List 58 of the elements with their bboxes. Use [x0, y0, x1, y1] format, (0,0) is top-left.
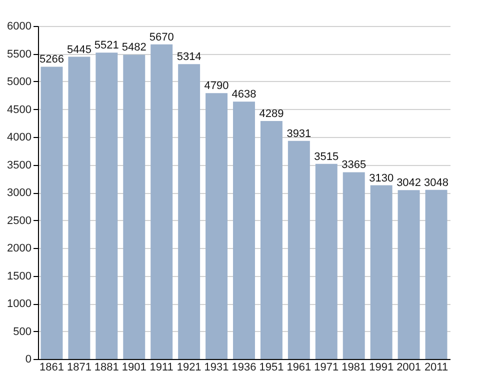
y-tick-label: 5000 — [7, 76, 32, 88]
bar — [123, 54, 146, 359]
data-label: 5670 — [149, 31, 174, 44]
y-tick-label: 2500 — [7, 214, 32, 227]
bar — [425, 190, 448, 359]
bar — [150, 44, 173, 359]
bar — [288, 140, 310, 359]
y-tick-label: 1500 — [7, 270, 32, 282]
y-tick-label: 4000 — [7, 132, 32, 144]
data-label: 3042 — [396, 177, 422, 190]
data-label: 3931 — [286, 128, 312, 140]
x-tick-label: 1991 — [369, 362, 394, 373]
data-label: 5266 — [39, 54, 64, 66]
data-label: 3048 — [424, 176, 449, 189]
data-label: 5482 — [122, 42, 146, 54]
data-label: 4638 — [232, 88, 256, 101]
x-tick-label: 1981 — [342, 362, 366, 373]
data-label: 3130 — [369, 172, 394, 184]
data-label: 3365 — [342, 159, 366, 172]
data-label: 3515 — [314, 150, 339, 163]
x-tick-label: 1951 — [259, 362, 284, 373]
x-tick-label: 1861 — [39, 362, 64, 373]
x-tick-label: 1971 — [314, 362, 339, 373]
data-label: 4289 — [259, 108, 284, 120]
bar — [40, 66, 63, 359]
x-tick-label: 1921 — [176, 362, 202, 373]
x-tick-label: 1901 — [122, 362, 146, 373]
bar — [178, 64, 200, 359]
bar — [260, 120, 282, 359]
y-tick-label: 4500 — [7, 104, 32, 116]
y-tick-label: 1000 — [7, 298, 32, 310]
y-tick-label: 5500 — [7, 48, 32, 60]
x-tick-label: 1961 — [286, 362, 312, 373]
data-label: 5445 — [66, 44, 92, 56]
bar — [342, 172, 365, 359]
data-label: 5521 — [94, 40, 119, 52]
bar — [206, 93, 228, 359]
y-tick-label: 500 — [13, 326, 32, 338]
bar — [233, 102, 255, 359]
x-tick-label: 1936 — [232, 362, 256, 373]
data-label: 4790 — [204, 80, 229, 92]
x-tick-label: 1911 — [150, 362, 174, 373]
x-tick-label: 1881 — [94, 362, 119, 373]
y-tick-label: 3500 — [7, 159, 32, 172]
y-tick-label: 3000 — [7, 187, 32, 199]
bar — [96, 52, 118, 359]
x-tick-label: 1931 — [204, 362, 229, 373]
data-label: 5314 — [176, 51, 202, 64]
x-tick-label: 1871 — [66, 362, 92, 373]
bar — [370, 185, 392, 359]
y-tick-label: 2000 — [7, 242, 32, 254]
bar — [315, 164, 338, 359]
x-tick-label: 2011 — [424, 362, 448, 373]
bar — [398, 190, 420, 359]
x-tick-label: 2001 — [396, 362, 422, 373]
y-tick-label: 6000 — [7, 20, 32, 32]
y-tick-label: 0 — [25, 354, 32, 366]
bar — [68, 56, 90, 359]
